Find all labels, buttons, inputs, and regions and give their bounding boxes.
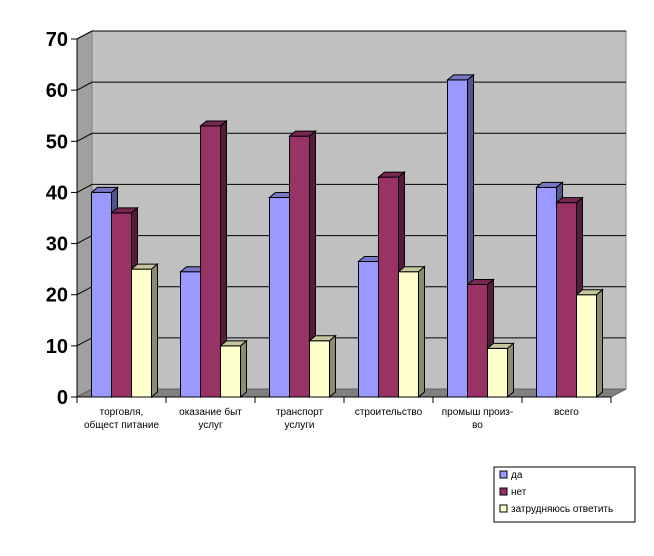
bar-затрудняюсь ответить-3: [397, 265, 426, 399]
y-tick-label: 50: [46, 131, 68, 153]
bar-front: [131, 268, 152, 398]
x-tick-label: общест питание: [84, 419, 159, 431]
legend-swatch: [499, 487, 508, 496]
x-tick-label: услуги: [285, 420, 315, 431]
bar-затрудняюсь ответить-4: [486, 342, 515, 399]
y-tick-label: 20: [46, 285, 68, 307]
bar-нет-2: [288, 130, 317, 399]
x-tick-label: транспорт: [276, 407, 324, 418]
bar-затрудняюсь ответить-1: [219, 339, 248, 399]
bar-front: [111, 212, 132, 398]
bar-нет-1: [199, 119, 228, 399]
bar-front: [467, 283, 488, 398]
bar-front: [487, 347, 508, 398]
bar-front: [576, 294, 597, 398]
bar-front: [220, 345, 241, 398]
bar-front: [447, 79, 468, 398]
y-tick-label: 0: [57, 387, 68, 409]
bar-side: [507, 342, 514, 399]
y-tick-label: 30: [46, 234, 68, 256]
x-tick-label: промыш произ-: [442, 407, 513, 418]
bar-side: [151, 263, 158, 399]
y-tick-label: 70: [46, 29, 68, 51]
bar-front: [556, 202, 577, 398]
legend-label: нет: [511, 487, 527, 498]
gridline: [76, 30, 626, 40]
bar-front: [200, 125, 221, 398]
bar-side: [418, 265, 425, 399]
legend-swatch: [499, 504, 508, 513]
legend-box: [493, 466, 636, 523]
y-tick-label: 10: [46, 336, 68, 358]
legend-label: да: [511, 470, 523, 481]
x-tick-label: оказание быт: [179, 406, 242, 418]
bar-front: [91, 191, 112, 398]
bar-side: [240, 339, 247, 399]
bar-front: [536, 186, 557, 398]
bar-front: [398, 271, 419, 398]
bar-затрудняюсь ответить-2: [308, 334, 337, 399]
legend-label: затрудняюсь ответить: [511, 504, 613, 515]
bar-side: [329, 334, 336, 399]
legend-swatch: [499, 470, 508, 479]
bar-front: [378, 176, 399, 398]
bar-front: [269, 197, 290, 398]
bar-side: [596, 288, 603, 399]
y-tick-label: 40: [46, 182, 68, 204]
bar-затрудняюсь ответить-0: [130, 263, 159, 399]
bar-front: [358, 260, 379, 398]
x-tick-label: услуг: [198, 420, 223, 431]
bar-front: [309, 340, 330, 398]
bar-front: [180, 271, 201, 398]
x-tick-label: строительство: [355, 407, 423, 418]
x-tick-label: торговля,: [100, 407, 144, 418]
x-tick-label: всего: [554, 407, 579, 418]
bar-front: [289, 135, 310, 398]
y-tick-label: 60: [46, 80, 68, 102]
bar-затрудняюсь ответить-5: [575, 288, 604, 399]
x-tick-label: во: [472, 420, 483, 431]
